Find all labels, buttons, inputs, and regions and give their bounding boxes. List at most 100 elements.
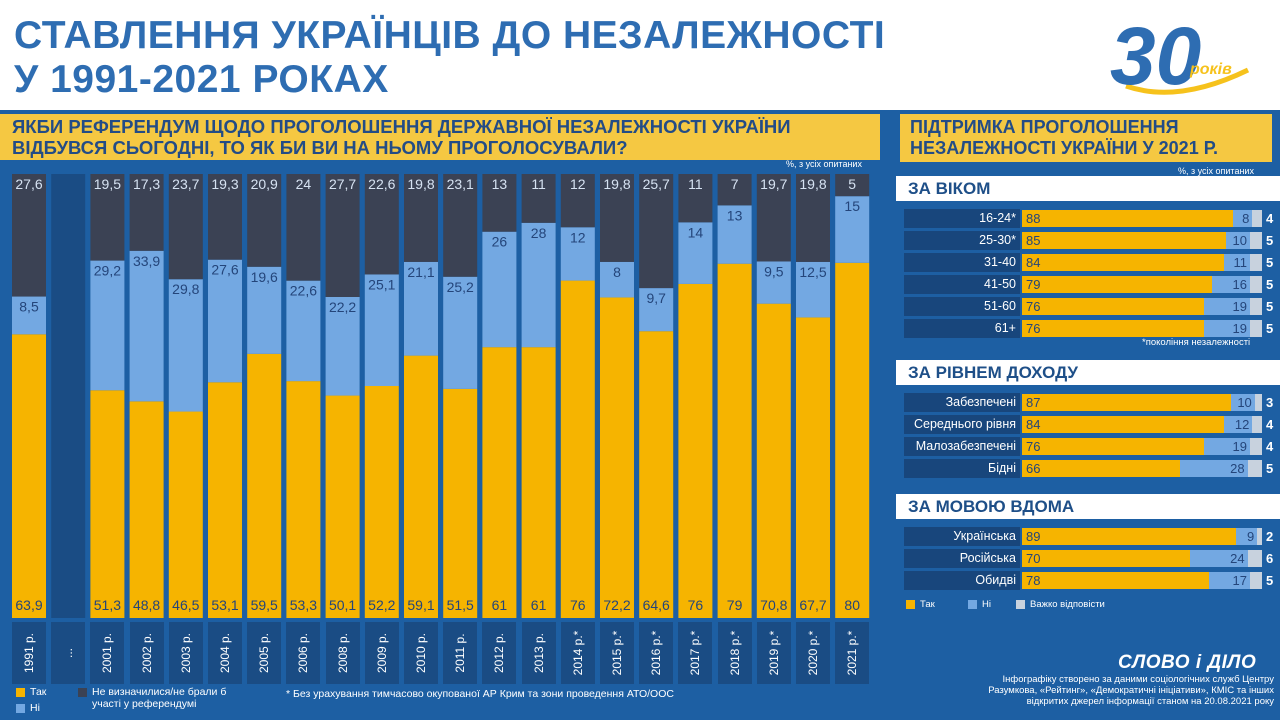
bar-segment-yes (443, 388, 478, 618)
data-label: 15 (844, 198, 860, 214)
legend-swatch-no (16, 704, 25, 713)
bar-segment-hard (1250, 254, 1262, 271)
x-tick-label: 2014 р.* (560, 622, 595, 684)
bar-segment-undecided (129, 174, 164, 251)
breakdown-row: Забезпечені 87 10 3 (904, 393, 1274, 412)
bar-segment-hard (1252, 210, 1262, 227)
data-label: 14 (688, 224, 704, 240)
right-unit-label: %, з усіх опитаних (1178, 166, 1254, 176)
data-label: 22,2 (329, 299, 356, 315)
segment-value: 19 (1232, 299, 1247, 314)
bar-segment-yes (600, 297, 634, 618)
segment-value: 76 (1026, 439, 1041, 454)
bar-segment-yes (678, 283, 713, 618)
data-label: 52,2 (368, 597, 395, 613)
bar-segment-yes: 84 (1022, 254, 1224, 271)
right-legend-label-no: Ні (982, 599, 991, 610)
data-label: 17,3 (133, 176, 160, 192)
bar-segment-no: 16 (1211, 276, 1250, 293)
chart-footnote: * Без урахування тимчасово окупованої АР… (286, 688, 674, 700)
row-bar: 89 9 (1022, 528, 1262, 545)
breakdown-row: 51-60 76 19 5 (904, 297, 1274, 316)
data-label: 27,6 (211, 262, 238, 278)
bar-segment-undecided (12, 174, 46, 297)
right-title: ПІДТРИМКА ПРОГОЛОШЕННЯ НЕЗАЛЕЖНОСТІ УКРА… (910, 117, 1218, 159)
row-label: 41-50 (904, 275, 1020, 294)
data-label: 48,8 (133, 597, 160, 613)
brand-logo: СЛОВО і ДІЛО (1118, 652, 1257, 673)
bar-segment-hard (1250, 276, 1262, 293)
right-title-line-1: ПІДТРИМКА ПРОГОЛОШЕННЯ (910, 117, 1179, 137)
gap-column (51, 174, 86, 618)
data-label: 23,1 (447, 176, 474, 192)
x-tick-label: 2017 р.* (678, 622, 713, 684)
x-tick-label: 2013 р. (521, 622, 556, 684)
row-bar: 76 19 (1022, 298, 1262, 315)
data-label: 13 (492, 176, 508, 192)
segment-value: 28 (1230, 461, 1245, 476)
data-label: 33,9 (133, 253, 160, 269)
hard-to-say-value: 2 (1266, 529, 1274, 544)
segment-value: 19 (1232, 439, 1247, 454)
segment-value: 85 (1026, 233, 1041, 248)
bar-segment-no (247, 266, 282, 354)
row-label: Українська (904, 527, 1020, 546)
data-label: 28 (531, 225, 547, 241)
row-label: 61+ (904, 319, 1020, 338)
x-tick-label: 2020 р.* (796, 622, 830, 684)
breakdown-row: Українська 89 9 2 (904, 527, 1274, 546)
x-tick-label: 2016 р.* (639, 622, 674, 684)
data-label: 51,3 (94, 597, 121, 613)
segment-value: 79 (1026, 277, 1041, 292)
segment-value: 89 (1026, 529, 1041, 544)
data-label: 11 (531, 176, 546, 192)
bar-segment-yes (12, 334, 46, 618)
right-heading: ПІДТРИМКА ПРОГОЛОШЕННЯ НЕЗАЛЕЖНОСТІ УКРА… (900, 114, 1272, 162)
heading-band (0, 114, 880, 160)
bar-segment-yes (639, 331, 674, 618)
bar-segment-no (286, 280, 321, 382)
data-label: 20,9 (251, 176, 278, 192)
x-tick-label: 1991 р. (12, 622, 46, 684)
segment-value: 66 (1026, 461, 1041, 476)
right-legend-swatch-no (968, 600, 977, 609)
bar-segment-yes (208, 382, 242, 618)
row-label: Обидві (904, 571, 1020, 590)
bar-segment-no: 24 (1190, 550, 1248, 567)
row-label: Забезпечені (904, 393, 1020, 412)
data-label: 27,7 (329, 176, 356, 192)
bar-segment-undecided (639, 174, 674, 289)
data-label: 51,5 (447, 597, 474, 613)
row-label: 25-30* (904, 231, 1020, 250)
right-title-line-2: НЕЗАЛЕЖНОСТІ УКРАЇНИ У 2021 Р. (910, 138, 1219, 158)
data-label: 50,1 (329, 597, 356, 613)
data-label: 19,3 (211, 176, 238, 192)
bar-segment-yes (325, 395, 360, 618)
bar-segment-hard (1254, 394, 1262, 411)
x-tick-label: 2021 р.* (835, 622, 870, 684)
bar-segment-hard (1250, 438, 1262, 455)
row-bar: 66 28 (1022, 460, 1262, 477)
x-tick-label: 2019 р.* (756, 622, 791, 684)
right-panel: ПІДТРИМКА ПРОГОЛОШЕННЯ НЕЗАЛЕЖНОСТІ УКРА… (896, 110, 1280, 720)
data-label: 25,2 (447, 279, 474, 295)
chart-legend: Так Ні Не визначилися/не брали б участі … (0, 684, 892, 720)
bar-segment-hard (1250, 320, 1262, 337)
bar-segment-no (717, 205, 752, 264)
x-tick-label: 2006 р. (286, 622, 321, 684)
segment-value: 19 (1232, 321, 1247, 336)
bar-segment-undecided (90, 174, 125, 261)
hard-to-say-value: 5 (1266, 573, 1274, 588)
breakdown-row: Середнього рівня 84 12 4 (904, 415, 1274, 434)
chart-unit-label: %, з усіх опитаних (786, 159, 862, 169)
breakdown-row: 16-24* 88 8 4 (904, 209, 1274, 228)
data-label: 25,1 (368, 276, 395, 292)
bar-segment-yes (247, 353, 282, 618)
stacked-bar-chart: 63,9 8,5 27,6 51,3 29,2 19,5 48,8 33,9 17,3 46,5 2… (12, 174, 870, 618)
segment-value: 70 (1026, 551, 1041, 566)
bar-segment-no (521, 222, 556, 348)
bar-segment-yes (404, 355, 438, 618)
section-title: ЗА МОВОЮ ВДОМА (896, 494, 1280, 519)
breakdown-row: Обидві 78 17 5 (904, 571, 1274, 590)
bar-segment-yes: 89 (1022, 528, 1236, 545)
